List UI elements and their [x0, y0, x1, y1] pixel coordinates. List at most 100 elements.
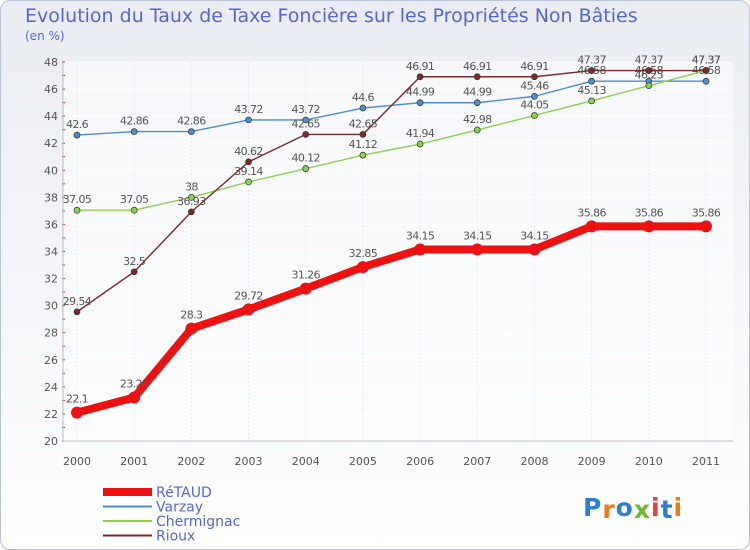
data-label-varzay: 45.46: [520, 79, 549, 92]
data-label-varzay: 44.99: [463, 86, 492, 99]
data-label-rioux: 46.91: [463, 60, 492, 73]
data-label-rioux: 40.62: [234, 145, 263, 158]
proxiti-logo: Proxiti: [583, 493, 684, 524]
data-point-retaud: [585, 220, 598, 233]
data-point-rioux: [702, 67, 710, 74]
data-point-rioux: [531, 73, 538, 81]
data-point-varzay: [245, 116, 252, 124]
data-point-chermignac: [188, 194, 195, 201]
data-label-varzay: 42.86: [120, 115, 149, 128]
x-tick-label: 2011: [692, 455, 720, 468]
y-tick-label: 28: [44, 327, 58, 340]
data-point-rioux: [645, 67, 653, 74]
data-label-chermignac: 47.37: [692, 54, 721, 67]
data-point-varzay: [73, 131, 81, 139]
data-point-varzay: [473, 99, 481, 107]
legend-label-rioux: Rioux: [156, 529, 195, 545]
data-point-retaud: [299, 282, 312, 295]
data-point-varzay: [702, 77, 710, 85]
data-label-chermignac: 41.94: [406, 127, 435, 140]
data-label-varzay: 44.99: [406, 86, 435, 99]
x-tick-label: 2006: [406, 455, 434, 468]
data-point-chermignac: [645, 82, 653, 90]
logo-letter: i: [673, 493, 684, 522]
data-label-retaud: 32.85: [349, 247, 378, 260]
data-point-retaud: [471, 243, 484, 256]
data-point-chermignac: [588, 97, 595, 105]
logo-letter: P: [583, 493, 603, 522]
data-point-retaud: [185, 322, 198, 335]
data-label-chermignac: 44.05: [520, 98, 549, 111]
data-label-chermignac: 37.05: [63, 193, 92, 206]
x-tick-label: 2001: [120, 455, 148, 468]
data-point-retaud: [71, 406, 83, 419]
data-label-retaud: 34.15: [520, 229, 549, 242]
data-label-retaud: 34.15: [406, 229, 435, 242]
y-axis-unit-label: (en %): [25, 29, 65, 43]
data-point-rioux: [245, 158, 252, 166]
data-point-varzay: [188, 128, 195, 135]
y-tick-label: 34: [44, 246, 58, 259]
x-tick-label: 2010: [635, 455, 663, 468]
logo-letter: x: [633, 495, 651, 524]
data-point-rioux: [302, 131, 310, 138]
data-point-rioux: [359, 131, 367, 138]
y-tick-label: 42: [44, 137, 58, 150]
data-label-chermignac: 45.13: [577, 84, 606, 97]
data-point-chermignac: [473, 126, 481, 134]
data-label-rioux: 42.65: [349, 117, 378, 130]
data-point-varzay: [416, 99, 424, 107]
data-point-varzay: [302, 116, 310, 124]
y-tick-label: 44: [44, 110, 58, 123]
legend-label-chermignac: Chermignac: [156, 514, 240, 530]
data-label-chermignac: 40.12: [291, 152, 320, 165]
series-line-retaud: [75, 222, 706, 417]
x-tick-label: 2004: [292, 455, 320, 468]
y-tick-label: 32: [44, 273, 58, 286]
data-label-retaud: 22.1: [66, 393, 88, 406]
data-point-chermignac: [73, 206, 81, 214]
y-tick-label: 36: [44, 218, 58, 231]
y-tick-label: 30: [44, 300, 58, 313]
series-line-chermignac: [77, 69, 707, 211]
data-point-chermignac: [130, 206, 138, 214]
y-tick-label: 46: [44, 83, 58, 96]
data-point-rioux: [473, 73, 481, 81]
data-label-retaud: 31.26: [291, 269, 320, 282]
data-label-varzay: 42.86: [177, 115, 206, 128]
data-point-rioux: [73, 308, 81, 316]
data-point-rioux: [130, 268, 138, 276]
x-tick-label: 2008: [520, 455, 548, 468]
data-label-varzay: 43.72: [291, 103, 320, 116]
data-point-chermignac: [302, 165, 310, 173]
y-tick-label: 26: [44, 354, 58, 367]
data-point-varzay: [531, 93, 538, 100]
x-tick-label: 2009: [578, 455, 606, 468]
data-label-chermignac: 37.05: [120, 193, 149, 206]
x-tick-label: 2005: [349, 455, 377, 468]
data-label-varzay: 42.6: [66, 118, 89, 131]
series-line-rioux: [76, 69, 706, 313]
data-point-varzay: [359, 104, 367, 112]
data-label-rioux: 46.91: [520, 60, 549, 73]
data-point-rioux: [588, 67, 595, 74]
data-label-retaud: 35.86: [577, 206, 606, 219]
data-point-chermignac: [359, 151, 367, 159]
data-point-chermignac: [245, 178, 252, 186]
legend-label-retaud: RéTAUD: [156, 485, 212, 501]
data-label-chermignac: 42.98: [463, 113, 492, 126]
data-label-rioux: 46.91: [406, 60, 435, 73]
data-label-rioux: 36.93: [177, 195, 206, 208]
x-tick-label: 2007: [463, 455, 491, 468]
data-point-varzay: [130, 128, 138, 135]
data-label-chermignac: 46.25: [635, 69, 664, 82]
y-tick-label: 48: [44, 56, 58, 69]
data-point-varzay: [588, 77, 595, 85]
data-point-retaud: [128, 391, 141, 404]
data-label-rioux: 47.37: [577, 54, 606, 67]
data-label-rioux: 47.37: [635, 54, 664, 67]
legend-label-varzay: Varzay: [156, 500, 203, 516]
data-point-retaud: [414, 243, 427, 256]
data-point-retaud: [356, 261, 369, 274]
data-label-varzay: 43.72: [234, 103, 263, 116]
